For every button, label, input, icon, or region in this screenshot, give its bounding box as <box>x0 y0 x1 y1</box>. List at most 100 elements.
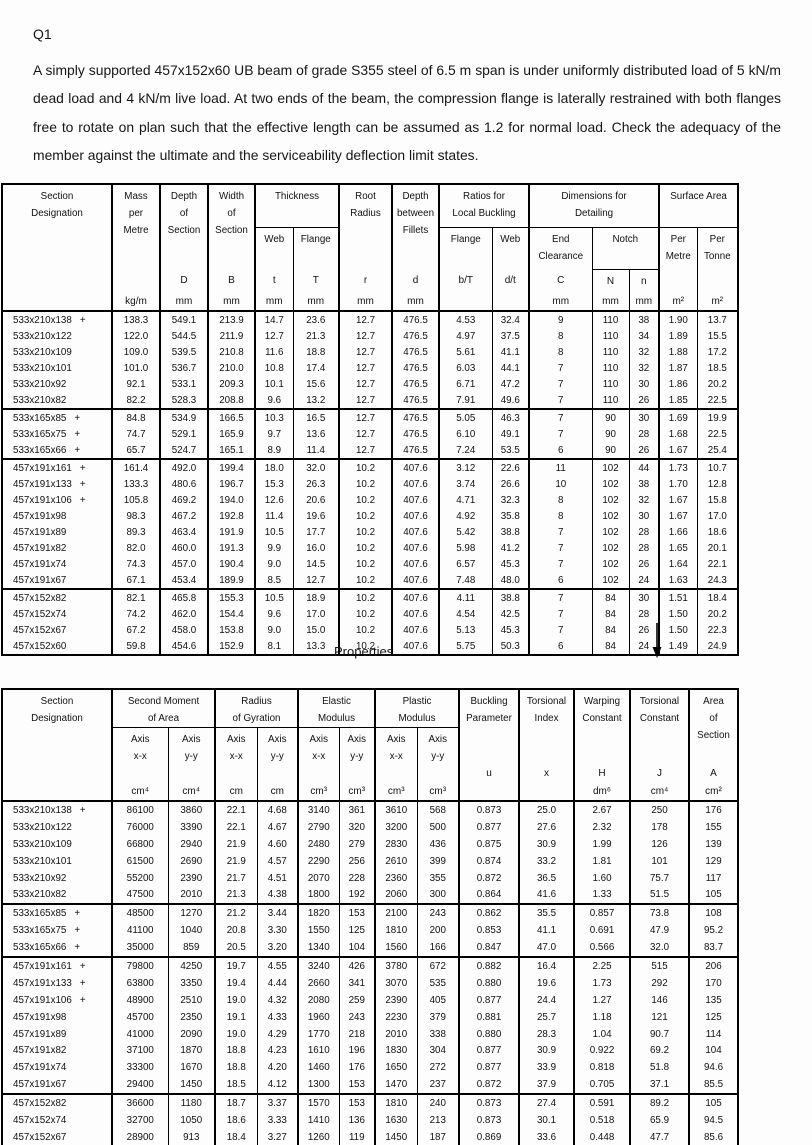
unit-cell: mm <box>629 292 661 312</box>
table-cell: 9.6 <box>255 606 294 622</box>
table-cell: 279 <box>339 835 377 853</box>
table-cell: 1570 <box>298 1093 340 1113</box>
table-cell: 41.6 <box>519 886 576 905</box>
table-cell: 1.63 <box>659 572 698 589</box>
table-cell: 22.1 <box>215 818 258 836</box>
table-cell: 10.2 <box>339 492 394 508</box>
table-cell: 22.1 <box>697 556 739 572</box>
table-cell: 20.8 <box>215 922 258 940</box>
table-row: 457x152x67 28900 913 18.4 3.27 1260 119 1450 187… <box>2 1128 739 1145</box>
table-cell: 13.6 <box>293 426 341 442</box>
section-designation: 457x191x82 <box>13 542 67 554</box>
table-cell: 2830 <box>375 835 418 853</box>
table-cell: 463.4 <box>160 524 209 540</box>
table-cell: 0.862 <box>459 903 521 923</box>
table-cell: 405 <box>417 991 461 1009</box>
col-axis-xx: Axis x-x <box>298 727 340 765</box>
table-cell: 25.0 <box>519 801 576 819</box>
section-designation: 457x191x98 <box>13 510 67 522</box>
table-cell: 30.9 <box>519 835 576 853</box>
table-cell: 18.4 <box>215 1128 258 1145</box>
table-cell: 47.0 <box>519 939 576 958</box>
table-cell: 913 <box>168 1128 216 1145</box>
table-cell: 2690 <box>168 852 216 870</box>
table-cell: 3.27 <box>257 1128 300 1145</box>
table-cell: 153 <box>339 1093 377 1113</box>
table-cell: 1630 <box>375 1112 418 1129</box>
table-cell: 10.7 <box>697 458 739 476</box>
symbol-cell: A <box>689 765 739 782</box>
section-designation: 533x210x101 <box>13 362 72 374</box>
table-cell: 27.6 <box>519 818 576 836</box>
table-cell: 1.04 <box>574 1025 632 1043</box>
table-cell: 7 <box>529 540 593 556</box>
table-cell: 407.6 <box>392 622 441 638</box>
table-cell: 14.5 <box>293 556 341 572</box>
table-cell: 30 <box>629 508 661 524</box>
table-row: 457x191x89 41000 2090 19.0 4.29 1770 218 2010 33… <box>2 1025 739 1043</box>
table-cell: 4.51 <box>257 869 300 887</box>
col-dimensions-for-detailing: Dimensions for Detailing <box>529 184 661 228</box>
table-cell: 26 <box>629 556 661 572</box>
table-cell: 0.847 <box>459 939 521 958</box>
symbol-cell: n <box>629 269 661 292</box>
question-label: Q1 <box>33 26 52 42</box>
table-cell: 10.3 <box>255 408 294 426</box>
table-cell: 21.3 <box>215 886 258 905</box>
table-cell: 21.9 <box>215 852 258 870</box>
table-cell: 17.2 <box>697 344 739 360</box>
table-cell: 1.49 <box>659 638 698 655</box>
table-row: 533x210x109 66800 2940 21.9 4.60 2480 279 2830 4… <box>2 835 739 853</box>
table-cell: 1870 <box>168 1042 216 1060</box>
unit-cell: kg/m <box>112 292 161 312</box>
table-cell: 7 <box>529 376 593 392</box>
table-cell: 18.4 <box>697 588 739 606</box>
table-cell: 10.2 <box>339 508 394 524</box>
table-cell: 32700 <box>112 1112 169 1129</box>
table-cell: 0.864 <box>459 886 521 905</box>
table-cell: 4.97 <box>439 328 493 344</box>
table-cell: 0.877 <box>459 1042 521 1060</box>
table-cell: 3350 <box>168 974 216 992</box>
table-cell: 2.25 <box>574 956 632 975</box>
unit-cell: cm <box>257 782 300 802</box>
table-row: 457x191x133 +133.3 480.6 196.7 15.3 26.3 10.2 4… <box>2 476 739 492</box>
table-cell: 18.6 <box>215 1112 258 1129</box>
table-cell: 10 <box>529 476 593 492</box>
unit-cell: mm <box>392 292 441 312</box>
table-cell: 4.20 <box>257 1059 300 1077</box>
table-cell: 10.2 <box>339 638 394 655</box>
table-cell: 117 <box>689 869 739 887</box>
table-cell: 191.9 <box>208 524 256 540</box>
symbols-row: u x H J A <box>2 765 739 782</box>
table-cell: 12.7 <box>339 392 394 409</box>
col-warping-constant: Warping Constant <box>574 689 632 765</box>
table-cell: 18.8 <box>215 1059 258 1077</box>
table-row: 457x152x67 67.2 458.0 153.8 9.0 15.0 10.2 407.6… <box>2 622 739 638</box>
symbol-cell <box>697 269 739 292</box>
table-cell: 1.27 <box>574 991 632 1009</box>
table-cell: 102 <box>592 524 630 540</box>
section-designation: 533x210x138 <box>13 804 72 816</box>
table-cell: 0.566 <box>574 939 632 958</box>
table-cell: 41.1 <box>519 922 576 940</box>
table-cell: 259 <box>339 991 377 1009</box>
table-cell: 3200 <box>375 818 418 836</box>
table-cell: 84 <box>592 622 630 638</box>
table-cell: 3.33 <box>257 1112 300 1129</box>
question-text: A simply supported 457x152x60 UB beam of… <box>33 62 781 164</box>
table-cell: 3.12 <box>439 458 493 476</box>
table-cell: 152.9 <box>208 638 256 655</box>
section-designation-cell: 533x165x75 + <box>2 426 113 442</box>
table-cell: 1.60 <box>574 869 632 887</box>
header-row: Axis x-x Axis y-y Axis x-x Axis y-y Axis… <box>2 727 738 765</box>
table-cell: 22.5 <box>697 426 739 442</box>
col-section-designation: Section Designation <box>2 689 113 765</box>
table-cell: 211.9 <box>208 328 256 344</box>
section-designation-cell: 457x191x106 + <box>2 991 113 1009</box>
table-cell: 453.4 <box>160 572 209 589</box>
table-cell: 213.9 <box>208 311 256 328</box>
table-cell: 1.85 <box>659 392 698 409</box>
table-cell: 28 <box>629 606 661 622</box>
section-designation-cell: 457x191x133 + <box>2 476 113 492</box>
